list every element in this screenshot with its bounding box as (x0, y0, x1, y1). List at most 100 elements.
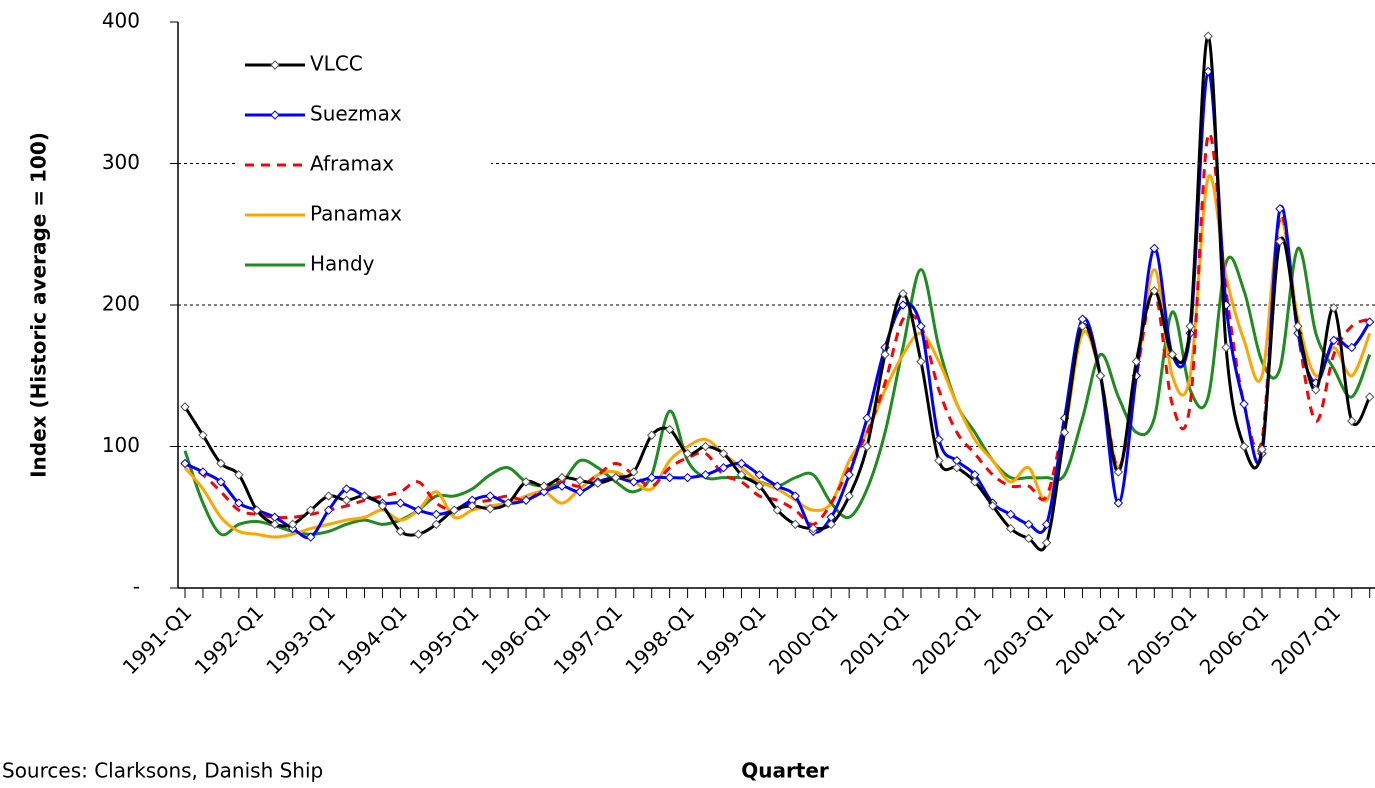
x-tick-label: 1997-Q1 (549, 600, 628, 679)
point-marker (1185, 321, 1195, 331)
point-marker (1041, 538, 1052, 548)
x-tick-label: 2005-Q1 (1123, 600, 1202, 679)
point-marker (413, 529, 424, 539)
point-marker (718, 448, 729, 459)
point-marker (180, 402, 190, 412)
point-marker (234, 470, 244, 480)
legend: VLCC Suezmax Aframax Panamax Handy (236, 40, 491, 292)
legend-label: Aframax (310, 152, 394, 176)
point-marker (664, 472, 675, 483)
point-marker (1347, 416, 1357, 426)
point-marker (503, 498, 513, 508)
point-marker (1077, 321, 1088, 331)
point-marker (898, 300, 908, 310)
point-marker (934, 434, 944, 445)
legend-label: Panamax (310, 202, 402, 226)
x-tick-label: 2000-Q1 (764, 600, 843, 679)
point-marker (1257, 444, 1267, 455)
point-marker (1239, 399, 1249, 409)
point-marker (1149, 243, 1160, 254)
point-marker (1347, 342, 1357, 353)
point-marker (754, 481, 765, 491)
point-marker (844, 491, 854, 501)
point-marker (198, 430, 208, 440)
point-marker (682, 472, 693, 483)
point-marker (449, 505, 459, 515)
point-marker (1005, 509, 1016, 520)
point-marker (934, 455, 944, 466)
series-line (183, 246, 1372, 537)
point-marker (700, 470, 711, 480)
point-marker (646, 430, 657, 440)
x-tick-label: 1993-Q1 (261, 600, 340, 679)
point-marker (718, 463, 729, 473)
point-marker (646, 472, 657, 483)
point-marker (359, 491, 370, 501)
point-marker (1311, 385, 1321, 395)
x-tick-label: 2006-Q1 (1195, 600, 1274, 679)
point-marker (539, 481, 549, 491)
point-marker (1221, 342, 1231, 353)
x-tick-label: 1991-Q1 (118, 600, 197, 679)
point-marker (1364, 392, 1375, 402)
point-marker (575, 487, 585, 497)
point-marker (772, 505, 783, 515)
point-marker (880, 349, 890, 360)
point-marker (1239, 441, 1249, 452)
point-marker (862, 441, 872, 452)
point-marker (664, 424, 675, 435)
point-marker (1293, 321, 1303, 331)
y-tick-label: 400 (102, 9, 140, 33)
x-tick-label: 1996-Q1 (477, 600, 556, 679)
point-marker (521, 477, 531, 487)
source-note: Sources: Clarksons, Danish Ship (2, 759, 323, 783)
point-marker (916, 356, 926, 367)
point-marker (323, 505, 334, 515)
point-marker (575, 475, 585, 486)
point-marker (826, 519, 836, 530)
x-tick-label: 1994-Q1 (333, 600, 412, 679)
point-marker (305, 532, 316, 542)
point-marker (772, 481, 783, 491)
plot-area (180, 31, 1375, 552)
point-marker (521, 495, 531, 505)
legend-marker (270, 60, 280, 70)
point-marker (1023, 533, 1034, 544)
point-marker (754, 470, 765, 480)
x-tick-label: 2004-Q1 (1051, 600, 1130, 679)
y-tick-label: 300 (102, 150, 140, 174)
x-tick-label: 1992-Q1 (190, 600, 269, 679)
point-marker (395, 526, 406, 537)
point-marker (287, 519, 298, 530)
point-marker (323, 491, 334, 501)
point-marker (700, 441, 711, 452)
y-tick-label: 200 (102, 292, 140, 316)
point-marker (988, 501, 998, 511)
point-marker (1364, 317, 1375, 327)
point-marker (736, 470, 747, 480)
point-marker (952, 463, 962, 473)
legend-label: Suezmax (310, 102, 402, 126)
point-marker (305, 505, 316, 515)
legend-label: Handy (310, 252, 375, 276)
legend-label: VLCC (310, 52, 363, 76)
point-marker (198, 467, 208, 477)
y-axis-label: Index (Historic average = 100) (27, 132, 51, 478)
y-tick-label: 100 (102, 433, 140, 457)
point-marker (611, 472, 621, 483)
point-marker (790, 491, 801, 501)
x-tick-label: 1999-Q1 (692, 600, 771, 679)
point-marker (485, 504, 495, 514)
point-marker (467, 501, 477, 511)
point-marker (1203, 31, 1213, 41)
point-marker (593, 478, 603, 488)
point-marker (234, 498, 244, 508)
point-marker (736, 458, 747, 469)
point-marker (808, 523, 818, 534)
point-marker (629, 477, 639, 487)
x-axis-label: Quarter (741, 759, 829, 783)
point-marker (1275, 236, 1285, 247)
point-marker (341, 495, 352, 505)
point-marker (1131, 356, 1142, 367)
